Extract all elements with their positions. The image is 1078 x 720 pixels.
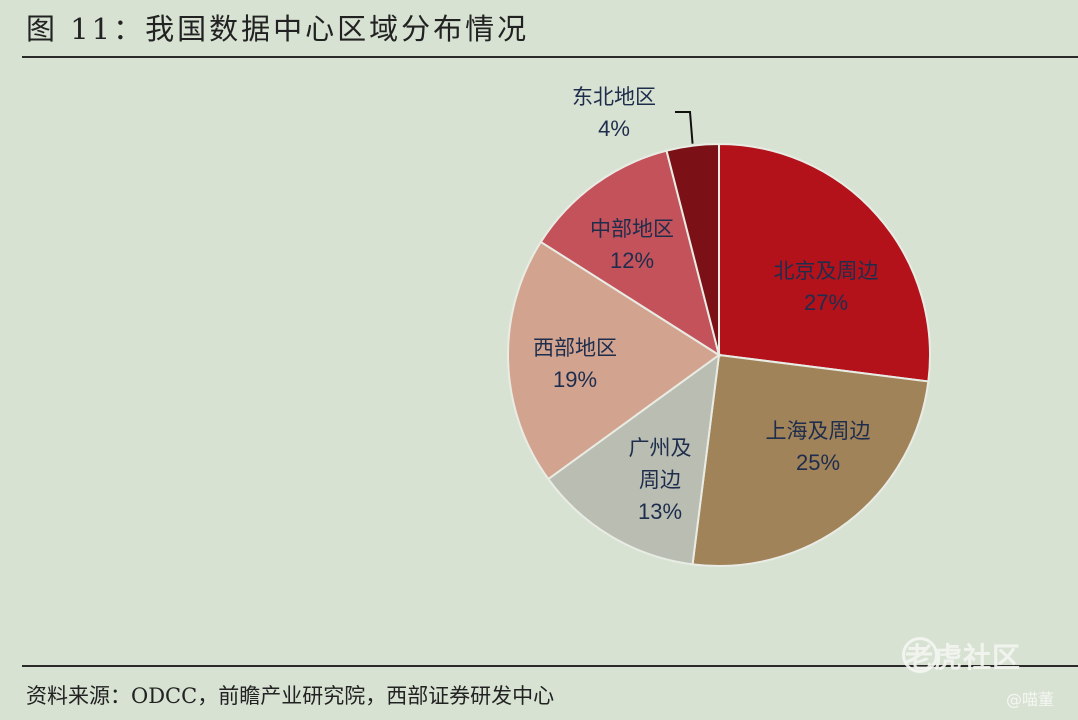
slice-value-label: 4% — [598, 116, 630, 141]
slice-label: 东北地区 — [572, 85, 656, 109]
slice-label: 上海及周边 — [766, 419, 871, 443]
pie-slice — [718, 142, 931, 383]
chart-title: 图 11：我国数据中心区域分布情况 — [26, 12, 530, 46]
pie-slices — [507, 142, 931, 567]
pie-slice — [507, 240, 721, 481]
slice-label: 北京及周边 — [774, 259, 879, 283]
source-note: 资料来源：ODCC，前瞻产业研究院，西部证券研发中心 — [26, 684, 555, 708]
slice-value-label: 27% — [804, 290, 848, 315]
slice-value-label: 19% — [553, 367, 597, 392]
watermark-logo-icon — [902, 637, 938, 673]
pie-slice — [539, 149, 721, 358]
slice-label: 周边 — [639, 468, 681, 492]
pie-slice — [546, 352, 721, 566]
slice-value-label: 13% — [638, 499, 682, 524]
slice-label: 西部地区 — [533, 336, 617, 360]
pie-slice — [665, 142, 720, 356]
pie-slice — [691, 353, 930, 567]
footer-divider — [22, 665, 1078, 667]
author-handle: @喵董 — [1006, 690, 1055, 709]
slice-label: 广州及 — [629, 436, 692, 460]
title-divider — [22, 56, 1078, 58]
leader-line — [675, 111, 694, 144]
slice-value-label: 12% — [610, 248, 654, 273]
watermark-text: 老虎社区 — [905, 641, 1022, 674]
slice-label: 中部地区 — [590, 217, 674, 241]
slice-value-label: 25% — [796, 450, 840, 475]
